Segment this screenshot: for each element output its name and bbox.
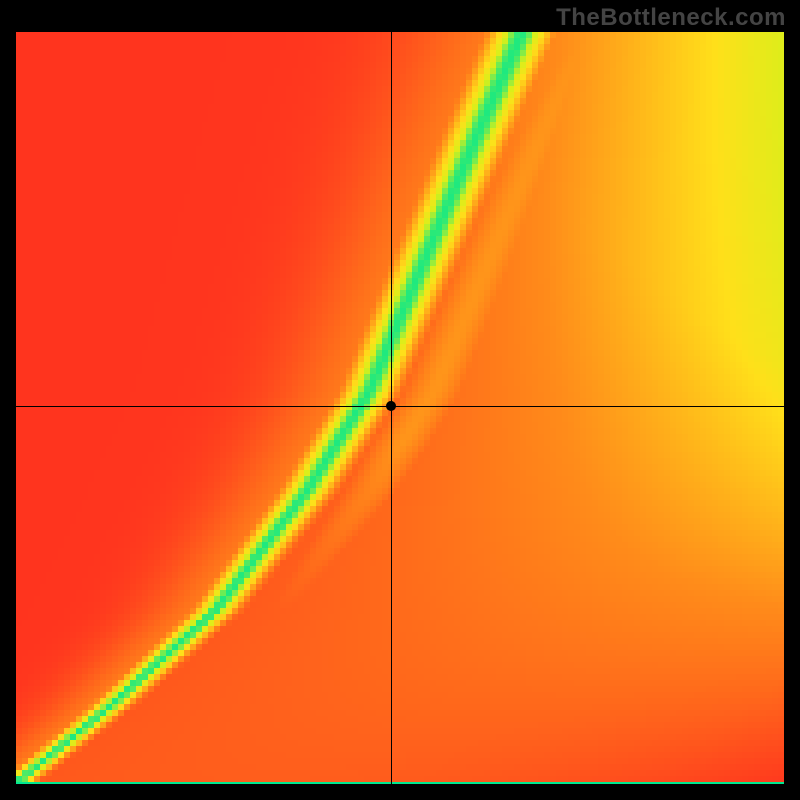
watermark-text: TheBottleneck.com (556, 4, 786, 32)
bottleneck-heatmap (16, 32, 784, 784)
